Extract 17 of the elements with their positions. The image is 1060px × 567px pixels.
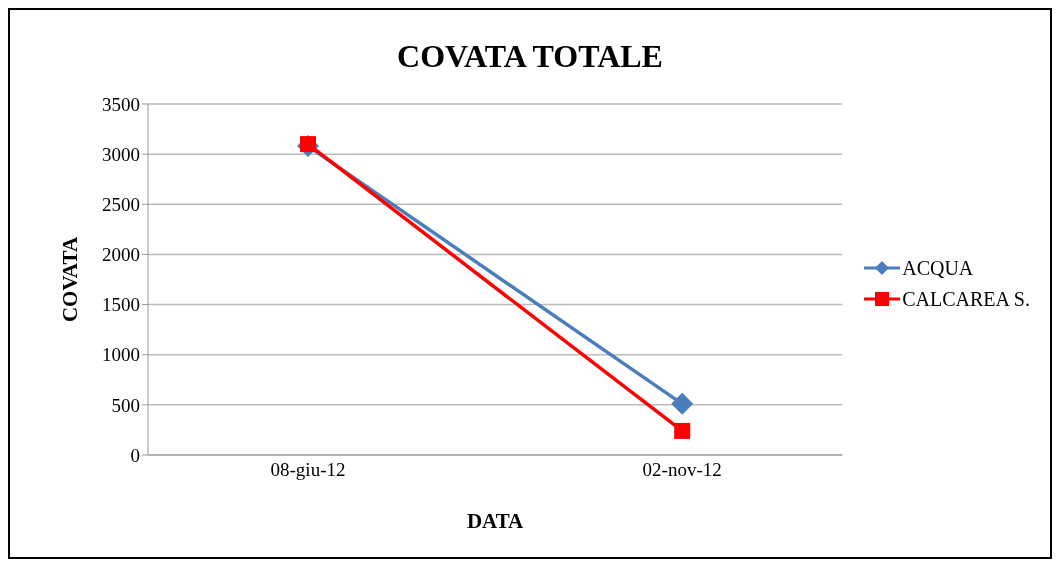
y-tick-label: 2000 [102,244,140,266]
chart-title: COVATA TOTALE [396,38,664,75]
legend-label: CALCAREA S. [902,287,1030,311]
y-tick-label: 2500 [102,194,140,216]
y-tick-label: 500 [111,394,140,416]
y-tick-label: 3000 [102,143,140,165]
point [674,422,691,439]
y-tick-label: 0 [130,444,140,466]
legend-label: ACQUA [902,256,974,280]
y-axis-title: COVATA [58,236,83,323]
point [671,392,694,415]
x-tick-label: 08-giu-12 [270,459,346,481]
y-tick-label: 1000 [102,344,140,366]
x-tick-label: 02-nov-12 [642,459,722,481]
x-axis-title: DATA [466,508,525,533]
y-tick-label: 3500 [102,93,140,115]
y-tick-label: 1500 [102,294,140,316]
